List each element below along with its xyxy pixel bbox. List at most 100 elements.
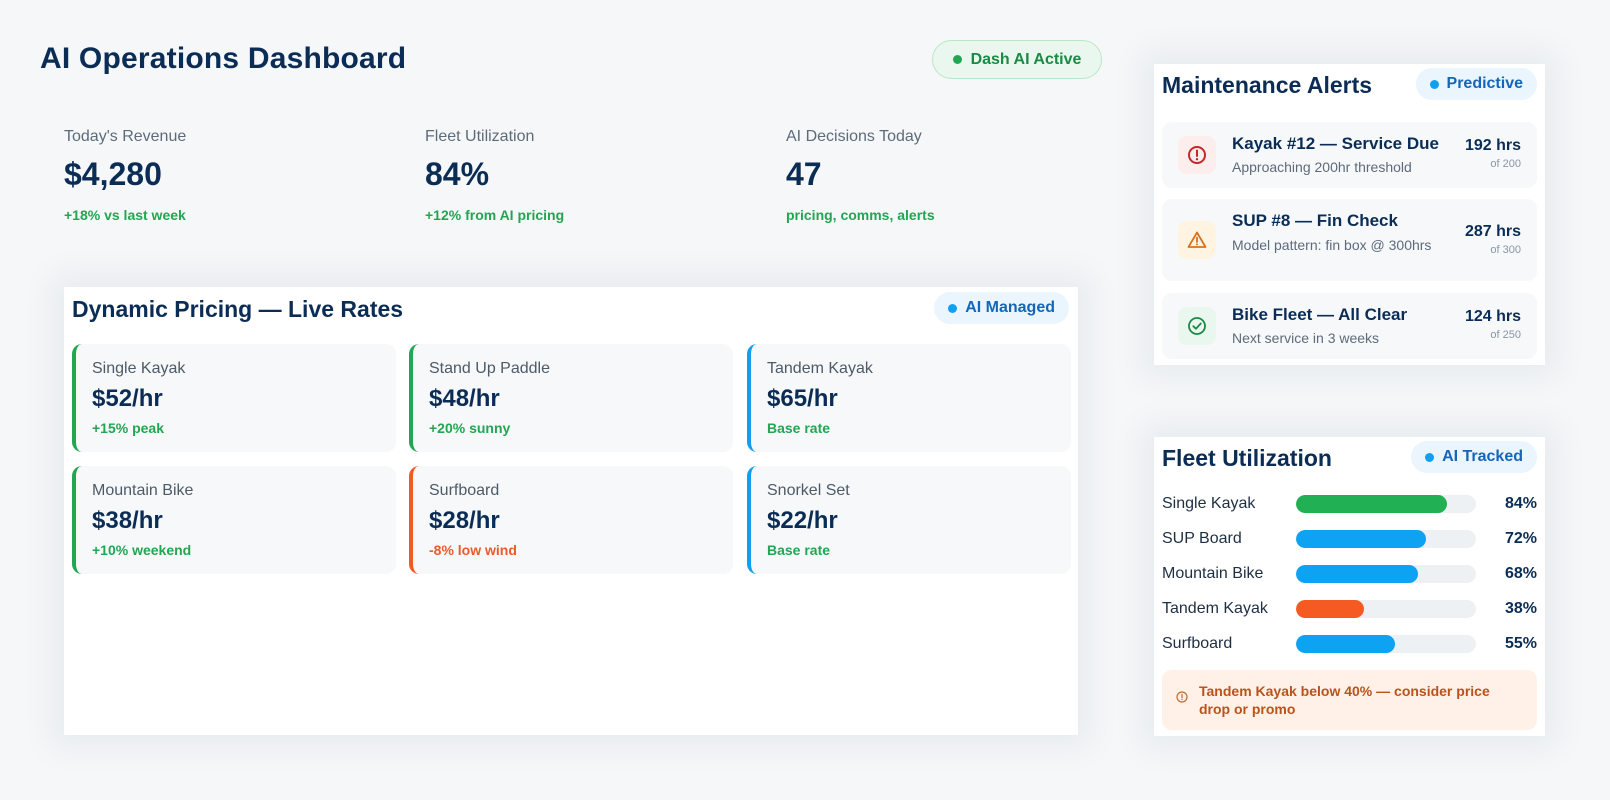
status-dot-icon (952, 55, 962, 64)
alert-title: Kayak #12 — Service Due (1232, 134, 1439, 153)
pricing-panel-title: Dynamic Pricing — Live Rates (72, 296, 404, 322)
utilization-track (1296, 530, 1476, 548)
alert-hours-limit: of 200 (1490, 158, 1521, 170)
page-title: AI Operations Dashboard (40, 42, 407, 75)
ai-tracked-badge: AI Tracked (1411, 441, 1537, 473)
rate-note: +20% sunny (429, 420, 511, 436)
rate-name: Single Kayak (92, 360, 186, 377)
rate-name: Tandem Kayak (767, 360, 873, 377)
utilization-panel-title: Fleet Utilization (1162, 445, 1332, 471)
kpi-delta: +12% from AI pricing (425, 207, 565, 223)
maintenance-alerts-panel: Maintenance Alerts Predictive Kayak #12 … (1154, 64, 1545, 365)
rate-note: Base rate (767, 542, 831, 558)
rate-price: $65/hr (767, 385, 838, 412)
kpi-revenue: Today's Revenue $4,280 +18% vs last week (64, 128, 186, 223)
utilization-bar (1296, 565, 1419, 583)
kpi-value: $4,280 (64, 156, 162, 192)
alert-hours: 287 hrs (1464, 223, 1521, 240)
rate-card-surfboard[interactable]: Surfboard $28/hr -8% low wind (409, 466, 733, 574)
rate-name: Surfboard (429, 482, 500, 499)
rate-name: Mountain Bike (92, 482, 194, 499)
utilization-row-sup-board: SUP Board 72% (1162, 528, 1537, 550)
alert-subtitle: Next service in 3 weeks (1232, 330, 1380, 346)
utilization-track (1296, 635, 1476, 653)
rate-note: Base rate (767, 420, 831, 436)
warning-triangle-icon (1178, 221, 1216, 259)
alert-row-sup-8[interactable]: SUP #8 — Fin Check Model pattern: fin bo… (1162, 199, 1537, 281)
kpi-delta: +18% vs last week (64, 207, 186, 223)
fleet-utilization-panel: Fleet Utilization AI Tracked Single Kaya… (1154, 437, 1545, 736)
badge-dot-icon (948, 303, 958, 313)
utilization-warning-text: Tandem Kayak below 40% — consider price … (1199, 683, 1490, 717)
check-circle-icon (1178, 307, 1216, 345)
badge-label: AI Managed (965, 299, 1055, 316)
rate-note: +10% weekend (92, 542, 192, 558)
rate-card-snorkel-set[interactable]: Snorkel Set $22/hr Base rate (747, 466, 1071, 574)
badge-label: AI Tracked (1442, 448, 1523, 465)
utilization-warning: Tandem Kayak below 40% — consider price … (1162, 670, 1537, 730)
predictive-badge: Predictive (1415, 68, 1537, 100)
utilization-label: Surfboard (1162, 635, 1233, 652)
error-circle-icon (1178, 136, 1216, 174)
kpi-label: Fleet Utilization (425, 128, 535, 145)
alert-row-kayak-12[interactable]: Kayak #12 — Service Due Approaching 200h… (1162, 122, 1537, 188)
rate-note: -8% low wind (429, 542, 517, 558)
utilization-percent: 68% (1504, 565, 1537, 582)
rate-name: Stand Up Paddle (429, 360, 550, 377)
utilization-percent: 72% (1504, 530, 1537, 547)
rate-price: $52/hr (92, 385, 163, 412)
rate-card-stand-up-paddle[interactable]: Stand Up Paddle $48/hr +20% sunny (409, 344, 733, 452)
badge-dot-icon (1425, 452, 1435, 462)
alert-subtitle: Approaching 200hr threshold (1232, 159, 1412, 175)
utilization-row-surfboard: Surfboard 55% (1162, 633, 1537, 655)
utilization-track (1296, 565, 1476, 583)
alert-subtitle: Model pattern: fin box @ 300hrs (1232, 237, 1432, 253)
kpi-delta: pricing, comms, alerts (786, 207, 935, 223)
rate-price: $48/hr (429, 385, 500, 412)
rate-note: +15% peak (92, 420, 164, 436)
ai-status-label: Dash AI Active (970, 50, 1082, 68)
alert-row-bike-fleet[interactable]: Bike Fleet — All Clear Next service in 3… (1162, 293, 1537, 359)
alert-title: SUP #8 — Fin Check (1232, 211, 1398, 230)
kpi-value: 47 (786, 156, 822, 192)
alert-hours-limit: of 250 (1490, 329, 1521, 341)
utilization-bar (1296, 635, 1395, 653)
rate-name: Snorkel Set (767, 482, 850, 499)
utilization-percent: 84% (1504, 495, 1537, 512)
rate-price: $28/hr (429, 507, 500, 534)
utilization-row-tandem-kayak: Tandem Kayak 38% (1162, 598, 1537, 620)
info-circle-icon (1176, 690, 1188, 708)
utilization-percent: 55% (1504, 635, 1537, 652)
utilization-percent: 38% (1504, 600, 1537, 617)
alert-hours: 192 hrs (1464, 137, 1521, 154)
kpi-ai-decisions: AI Decisions Today 47 pricing, comms, al… (786, 128, 935, 223)
kpi-fleet-utilization: Fleet Utilization 84% +12% from AI prici… (425, 128, 564, 223)
utilization-row-single-kayak: Single Kayak 84% (1162, 493, 1537, 515)
utilization-track (1296, 600, 1476, 618)
utilization-bar (1296, 600, 1365, 618)
alert-hours-limit: of 300 (1490, 244, 1521, 256)
alert-title: Bike Fleet — All Clear (1232, 305, 1408, 324)
utilization-label: Mountain Bike (1162, 565, 1264, 582)
rate-card-tandem-kayak[interactable]: Tandem Kayak $65/hr Base rate (747, 344, 1071, 452)
kpi-label: AI Decisions Today (786, 128, 922, 145)
badge-dot-icon (1429, 79, 1439, 89)
utilization-track (1296, 495, 1476, 513)
badge-label: Predictive (1446, 75, 1523, 92)
rate-price: $22/hr (767, 507, 838, 534)
utilization-label: Single Kayak (1162, 495, 1256, 512)
rate-card-single-kayak[interactable]: Single Kayak $52/hr +15% peak (72, 344, 396, 452)
kpi-label: Today's Revenue (64, 128, 187, 145)
rate-card-mountain-bike[interactable]: Mountain Bike $38/hr +10% weekend (72, 466, 396, 574)
utilization-row-mountain-bike: Mountain Bike 68% (1162, 563, 1537, 585)
alert-hours: 124 hrs (1464, 308, 1521, 325)
utilization-label: SUP Board (1162, 530, 1242, 547)
maintenance-panel-title: Maintenance Alerts (1162, 72, 1373, 98)
kpi-value: 84% (425, 156, 490, 192)
utilization-bar (1296, 530, 1426, 548)
utilization-label: Tandem Kayak (1162, 600, 1268, 617)
dynamic-pricing-panel: Dynamic Pricing — Live Rates AI Managed … (64, 287, 1078, 735)
ai-managed-badge: AI Managed (934, 292, 1069, 324)
ai-status-badge: Dash AI Active (932, 40, 1102, 79)
utilization-bar (1296, 495, 1448, 513)
